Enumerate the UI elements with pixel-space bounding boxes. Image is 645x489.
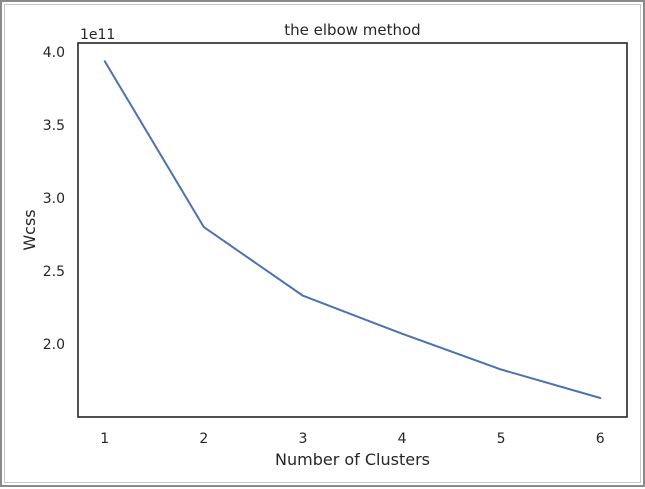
wcss-data-point — [599, 397, 602, 399]
wcss-data-point — [203, 226, 205, 228]
wcss-data-point — [401, 332, 403, 335]
y-tick-label: 2.5 — [43, 264, 65, 280]
y-axis-offset-label: 1e11 — [80, 27, 115, 43]
x-tick-label: 6 — [596, 431, 605, 447]
chart-title: the elbow method — [284, 21, 420, 39]
x-tick-label: 3 — [298, 431, 307, 447]
wcss-data-point — [302, 294, 304, 297]
y-axis-title: Wcss — [20, 209, 39, 250]
wcss-data-point — [500, 368, 502, 371]
x-tick-label: 1 — [100, 431, 109, 447]
y-tick-label: 2.0 — [43, 337, 65, 353]
series-layer — [103, 60, 602, 400]
y-tick-label: 3.5 — [43, 118, 65, 134]
y-tick-label: 3.0 — [43, 191, 65, 207]
x-axis-ticks: 1 2 3 4 5 6 — [100, 431, 604, 447]
x-tick-label: 4 — [398, 431, 407, 447]
plot-area-frame — [77, 42, 628, 418]
y-axis-ticks: 2.0 2.5 3.0 3.5 4.0 — [43, 45, 65, 353]
x-tick-label: 5 — [497, 431, 506, 447]
y-tick-label: 4.0 — [43, 45, 65, 61]
x-axis-title: Number of Clusters — [275, 450, 430, 469]
x-tick-label: 2 — [199, 431, 208, 447]
wcss-data-point — [103, 60, 106, 63]
wcss-series-line — [103, 60, 602, 400]
